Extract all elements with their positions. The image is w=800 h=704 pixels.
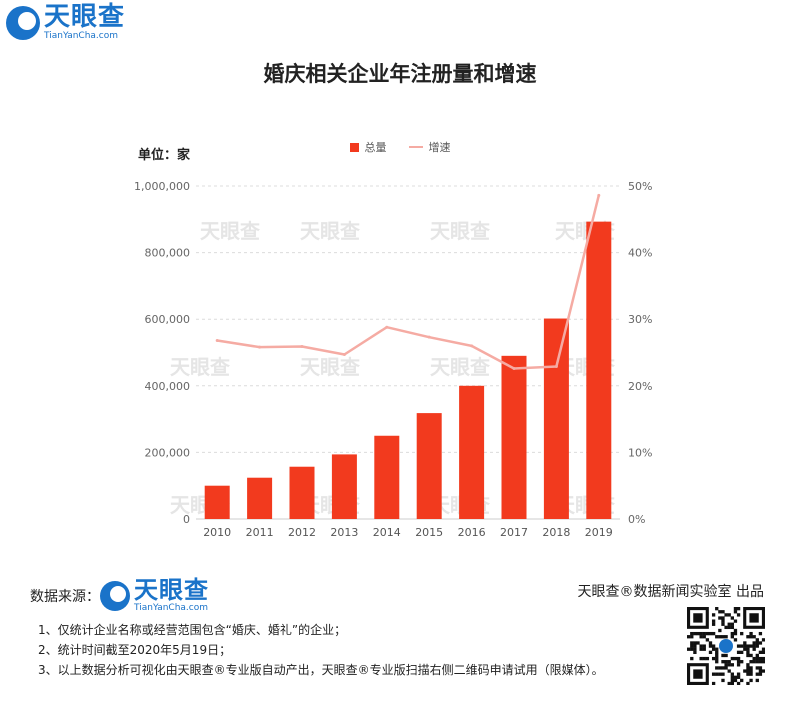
- x-tick-label: 2012: [288, 526, 316, 539]
- line-point: [470, 344, 474, 348]
- unit-label: 单位：家: [138, 148, 191, 163]
- line-point: [215, 339, 219, 343]
- source-brand-name: 天眼查: [134, 576, 209, 604]
- bar: [501, 355, 527, 519]
- watermark-text: 天眼查: [300, 219, 360, 243]
- x-tick-label: 2011: [246, 526, 274, 539]
- watermark-text: 天眼查: [430, 219, 490, 243]
- data-source: 数据来源： 天眼查 TianYanCha.com: [30, 578, 209, 613]
- x-tick-label: 2018: [542, 526, 570, 539]
- y-tick-label-right: 40%: [628, 247, 652, 260]
- note-item: 1、仅统计企业名称或经营范围包含“婚庆、婚礼”的企业；: [38, 623, 347, 637]
- watermark-text: 天眼查: [300, 355, 360, 379]
- x-tick-label: 2016: [458, 526, 486, 539]
- x-tick-label: 2019: [585, 526, 613, 539]
- line-point: [554, 364, 558, 368]
- x-tick-label: 2017: [500, 526, 528, 539]
- note-item: 3、以上数据分析可视化由天眼查®专业版自动产出，天眼查®专业版扫描右侧二维码申请…: [38, 663, 604, 677]
- x-tick-label: 2010: [203, 526, 231, 539]
- source-brand-url: TianYanCha.com: [134, 603, 209, 613]
- x-tick-label: 2015: [415, 526, 443, 539]
- y-tick-label-right: 30%: [628, 313, 652, 326]
- bar: [416, 413, 442, 519]
- brand-url: TianYanCha.com: [44, 31, 119, 41]
- x-tick-label: 2014: [373, 526, 401, 539]
- credit-text: 天眼查®数据新闻实验室 出品: [577, 584, 764, 600]
- bar: [543, 318, 569, 519]
- watermark-text: 天眼查: [170, 355, 230, 379]
- y-tick-label-left: 400,000: [145, 380, 191, 393]
- bar: [374, 435, 400, 519]
- legend-swatch-line: [408, 146, 423, 148]
- qr-code-icon[interactable]: [687, 607, 765, 685]
- chart-legend: 总量 增速: [0, 139, 800, 155]
- legend-item-bar: 总量: [349, 139, 387, 155]
- bar: [459, 385, 485, 519]
- x-tick-label: 2013: [330, 526, 358, 539]
- brand-name: 天眼查: [44, 2, 126, 32]
- legend-label-line: 增速: [428, 141, 451, 154]
- y-tick-label-right: 50%: [628, 180, 652, 193]
- y-tick-label-right: 20%: [628, 380, 652, 393]
- eye-logo-icon: [6, 5, 40, 40]
- y-tick-label-left: 1,000,000: [134, 180, 190, 193]
- legend-swatch-bar: [349, 142, 359, 152]
- growth-line: [217, 195, 601, 370]
- watermark-text: 天眼查: [200, 219, 260, 243]
- y-tick-label-right: 0%: [628, 513, 645, 526]
- line-point: [512, 366, 516, 370]
- bar: [586, 221, 612, 520]
- notes: 1、仅统计企业名称或经营范围包含“婚庆、婚礼”的企业； 2、统计时间截至2020…: [38, 620, 604, 680]
- y-tick-label-left: 0: [183, 513, 190, 526]
- line-point: [300, 345, 304, 349]
- y-tick-label-left: 800,000: [145, 247, 191, 260]
- source-logo-icon: [100, 580, 130, 611]
- y-tick-label-right: 10%: [628, 446, 652, 459]
- legend-item-line: 增速: [408, 139, 451, 155]
- watermark-text: 天眼查: [430, 355, 490, 379]
- bar: [247, 477, 273, 519]
- legend-label-bar: 总量: [364, 141, 387, 154]
- line-point: [597, 193, 601, 197]
- bar: [289, 466, 315, 519]
- line-point: [342, 352, 346, 356]
- line-point: [258, 345, 262, 349]
- source-label: 数据来源：: [30, 588, 100, 605]
- bar: [204, 485, 230, 519]
- line-point: [427, 335, 431, 339]
- y-tick-label-left: 200,000: [145, 446, 191, 459]
- note-item: 2、统计时间截至2020年5月19日；: [38, 643, 232, 657]
- brand-logo: 天眼查 TianYanCha.com: [6, 4, 125, 41]
- chart-title: 婚庆相关企业年注册量和增速: [263, 62, 537, 86]
- bar: [331, 454, 357, 519]
- line-point: [385, 325, 389, 329]
- y-tick-label-left: 600,000: [145, 313, 191, 326]
